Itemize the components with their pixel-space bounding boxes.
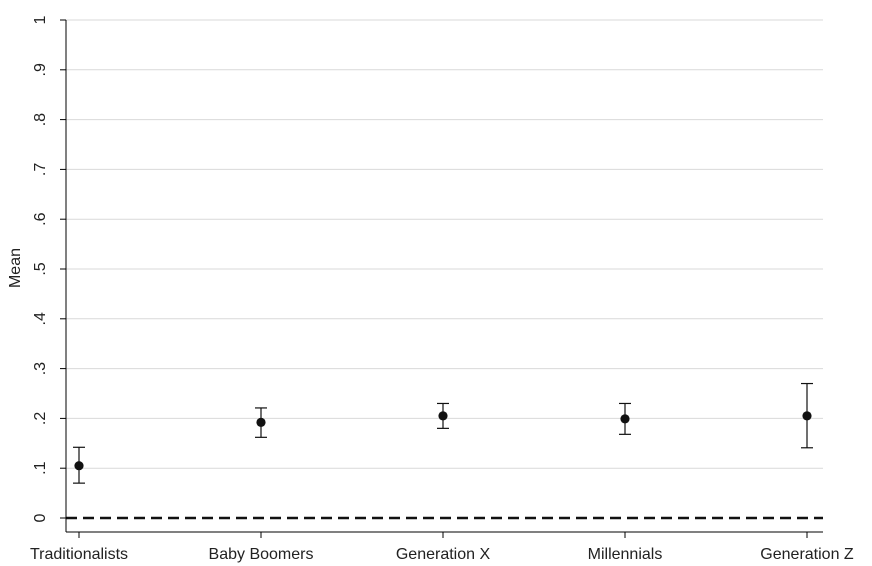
y-tick-label-6: .6 <box>32 212 49 225</box>
y-tick-label-3: .3 <box>32 362 49 375</box>
y-tick-label-4: .4 <box>32 312 49 325</box>
y-tick-label-7: .7 <box>32 163 49 176</box>
point-1 <box>256 417 266 427</box>
y-tick-label-5: .5 <box>32 262 49 275</box>
x-tick-label-0: Traditionalists <box>30 546 128 563</box>
x-tick-label-2: Generation X <box>396 546 491 563</box>
y-tick-label-1: .1 <box>32 461 49 474</box>
point-0 <box>74 461 84 471</box>
y-tick-label-8: .8 <box>32 113 49 126</box>
data-points <box>74 411 812 471</box>
axes <box>65 20 823 533</box>
y-tick-label-0: 0 <box>32 513 49 522</box>
point-2 <box>438 411 448 421</box>
x-tick-label-4: Generation Z <box>760 546 854 563</box>
y-tick-label-10: 1 <box>32 15 49 24</box>
y-tick-label-2: .2 <box>32 412 49 425</box>
gridlines <box>66 19 823 469</box>
point-3 <box>620 414 630 424</box>
x-tick-label-3: Millennials <box>588 546 663 563</box>
x-axis-ticks: Traditionalists Baby Boomers Generation X M… <box>30 532 854 563</box>
y-tick-label-9: .9 <box>32 63 49 76</box>
x-tick-label-1: Baby Boomers <box>209 546 314 563</box>
y-axis-title: Mean <box>7 248 24 288</box>
y-axis-ticks: 0 .1 .2 .3 .4 .5 .6 .7 .8 .9 1 <box>32 15 66 522</box>
point-4 <box>802 411 812 421</box>
